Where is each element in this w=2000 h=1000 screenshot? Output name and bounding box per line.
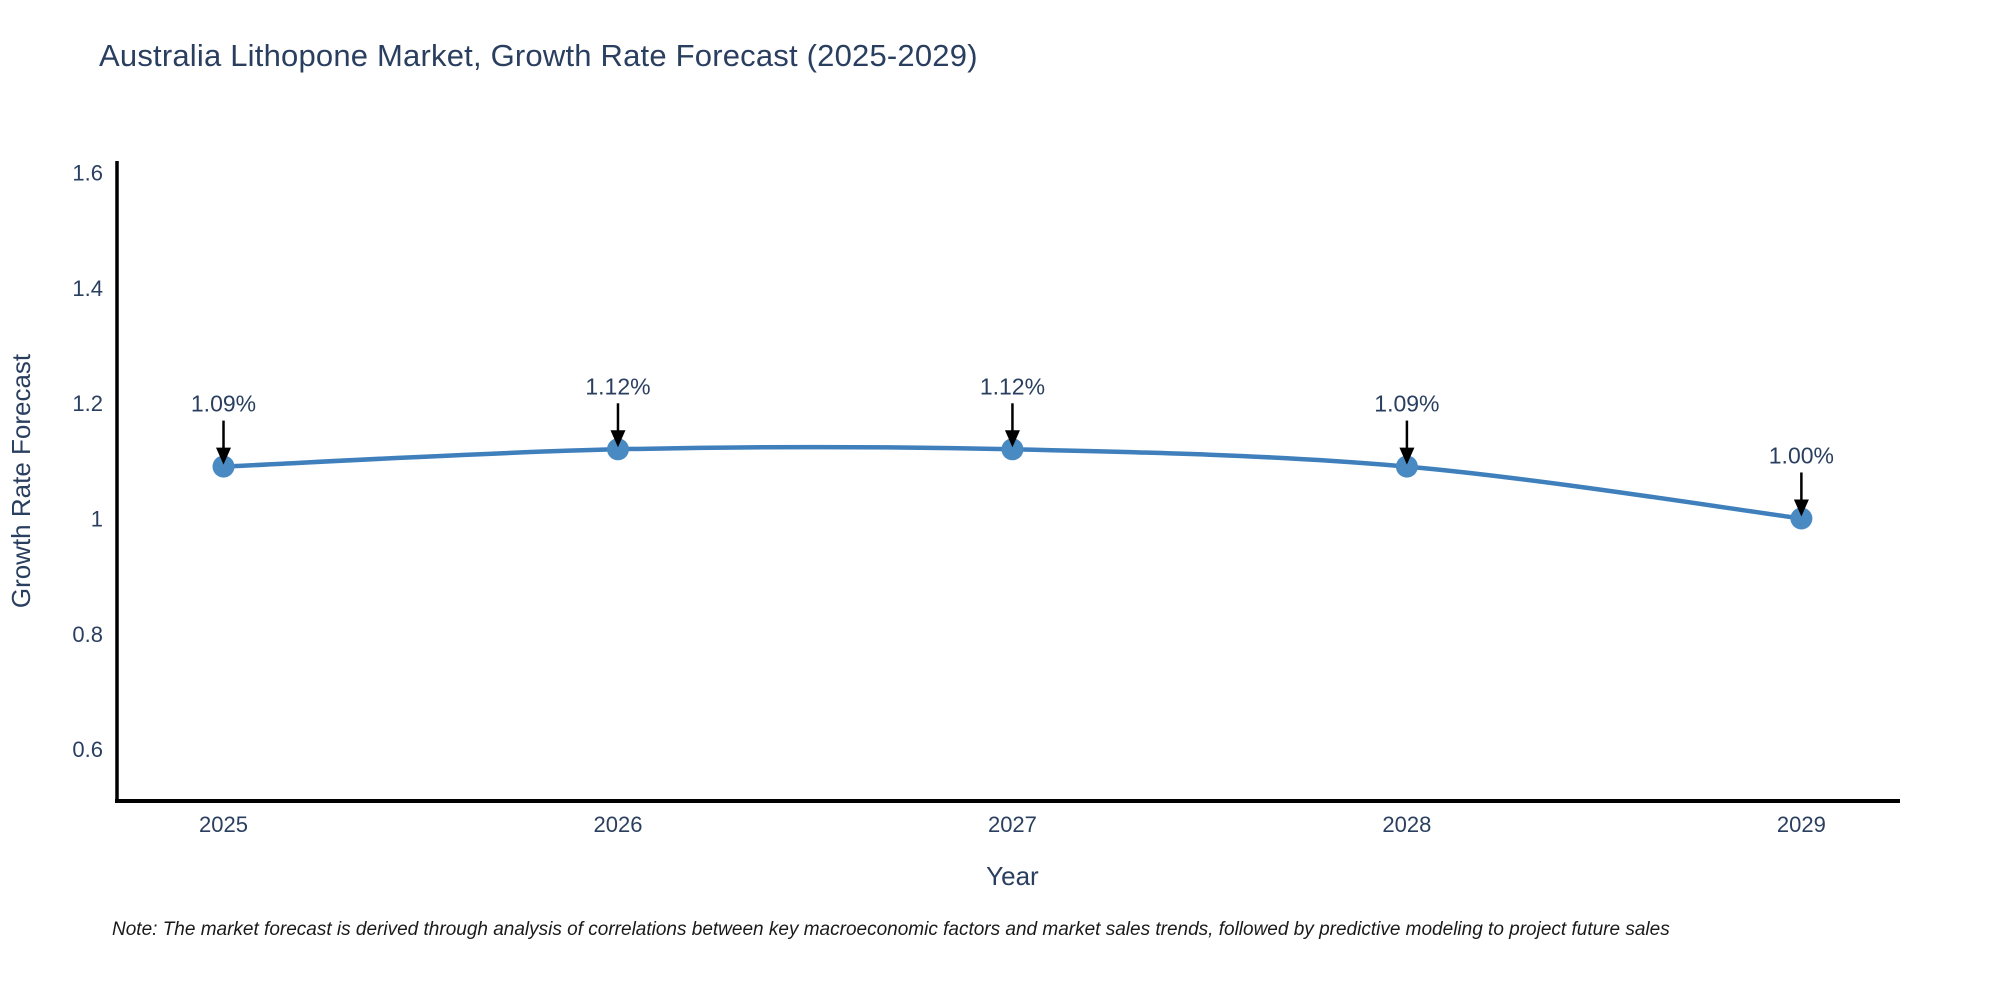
annotation-label: 1.09% [191, 391, 256, 417]
y-tick-label: 1 [91, 506, 103, 531]
chart-title: Australia Lithopone Market, Growth Rate … [99, 38, 978, 73]
annotation-label: 1.09% [1374, 391, 1439, 417]
y-tick-label: 0.6 [72, 737, 103, 762]
x-tick-label: 2027 [988, 812, 1037, 837]
x-tick-label: 2025 [199, 812, 248, 837]
annotation-arrowhead [216, 447, 232, 465]
annotation-label: 1.00% [1769, 442, 1834, 468]
data-point-marker[interactable] [212, 455, 235, 478]
data-point-marker[interactable] [1395, 455, 1418, 478]
annotation-arrowhead [610, 430, 626, 448]
annotation-label: 1.12% [585, 373, 650, 399]
annotation-label: 1.12% [980, 373, 1045, 399]
x-tick-label: 2026 [593, 812, 642, 837]
annotation-arrowhead [1004, 430, 1020, 448]
x-tick-label: 2028 [1382, 812, 1431, 837]
y-tick-label: 1.6 [72, 161, 103, 186]
footnote: Note: The market forecast is derived thr… [112, 919, 1670, 940]
y-axis-title: Growth Rate Forecast [6, 353, 36, 608]
data-point-marker[interactable] [606, 438, 629, 461]
annotation-arrowhead [1793, 499, 1809, 517]
y-tick-label: 0.8 [72, 622, 103, 647]
y-tick-label: 1.4 [72, 276, 103, 301]
y-tick-label: 1.2 [72, 391, 103, 416]
data-point-marker[interactable] [1790, 507, 1813, 530]
x-tick-label: 2029 [1777, 812, 1826, 837]
x-axis-title: Year [986, 861, 1039, 891]
data-point-marker[interactable] [1001, 438, 1024, 461]
annotation-arrowhead [1399, 447, 1415, 465]
